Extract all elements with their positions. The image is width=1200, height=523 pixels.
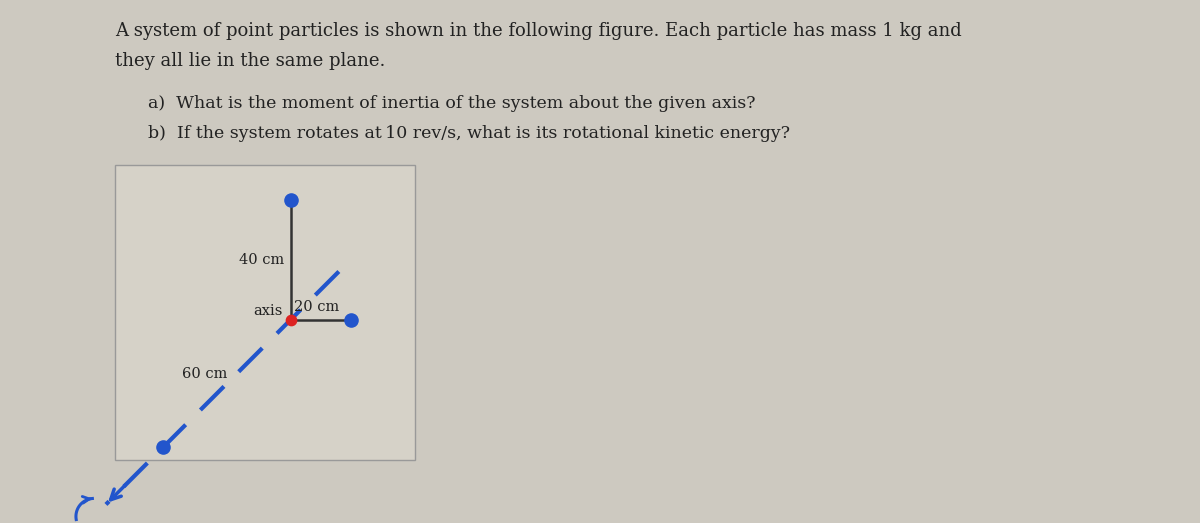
Text: 20 cm: 20 cm xyxy=(294,300,340,314)
Point xyxy=(281,196,300,204)
Bar xyxy=(115,165,415,460)
Text: b)  If the system rotates at 10 rev/s, what is its rotational kinetic energy?: b) If the system rotates at 10 rev/s, wh… xyxy=(148,125,790,142)
Text: a)  What is the moment of inertia of the system about the given axis?: a) What is the moment of inertia of the … xyxy=(148,95,756,112)
Text: A system of point particles is shown in the following figure. Each particle has : A system of point particles is shown in … xyxy=(115,22,961,40)
Text: they all lie in the same plane.: they all lie in the same plane. xyxy=(115,52,385,70)
Text: axis: axis xyxy=(253,304,282,318)
Point xyxy=(341,316,360,324)
Point xyxy=(281,316,300,324)
Point xyxy=(154,443,173,451)
Text: 40 cm: 40 cm xyxy=(239,253,284,267)
Text: 60 cm: 60 cm xyxy=(182,367,228,381)
